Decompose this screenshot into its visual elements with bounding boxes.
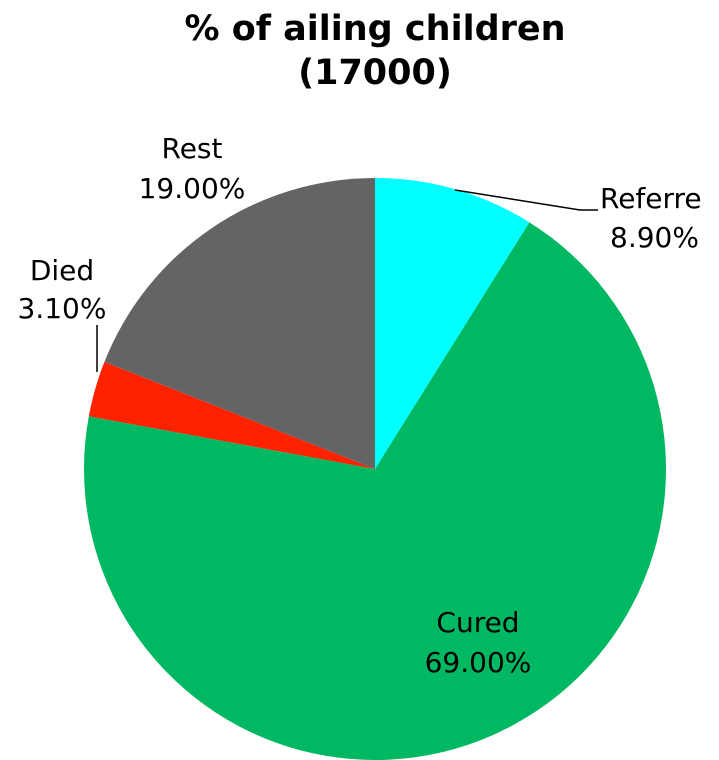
pie [84, 178, 667, 760]
slice-label: Cured [436, 606, 519, 639]
slice-value-label: 69.00% [425, 646, 532, 679]
pie-slice [375, 178, 530, 469]
pie-slice [84, 222, 667, 760]
pie-slice [88, 361, 375, 469]
leader-line [454, 189, 598, 211]
chart-subtitle: (17000) [298, 53, 452, 93]
pie-slice [104, 178, 375, 469]
slice-label: Died [30, 254, 94, 287]
slice-value-label: 8.90% [610, 221, 699, 254]
slice-value-label: 19.00% [139, 172, 246, 205]
slice-value-label: 3.10% [18, 292, 107, 325]
slice-label: Referre [600, 182, 702, 215]
chart-title: % of ailing children [184, 9, 565, 49]
slice-label: Rest [162, 132, 223, 165]
